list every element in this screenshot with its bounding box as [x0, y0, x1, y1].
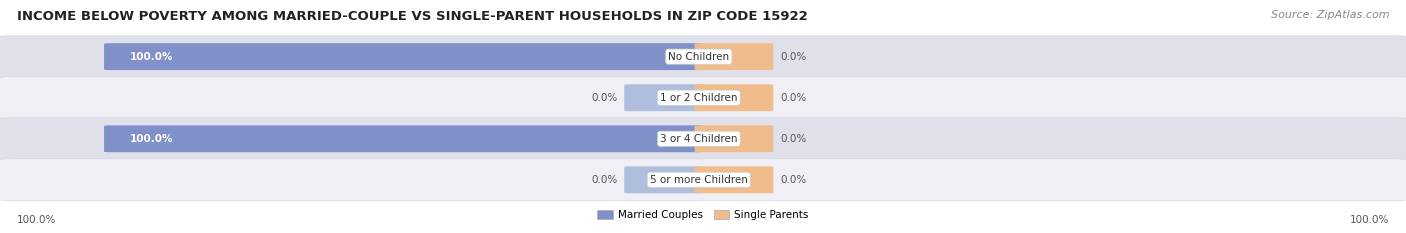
- Text: 5 or more Children: 5 or more Children: [650, 175, 748, 185]
- FancyBboxPatch shape: [695, 125, 773, 152]
- Text: 0.0%: 0.0%: [780, 175, 807, 185]
- Text: 100.0%: 100.0%: [129, 52, 173, 62]
- Text: No Children: No Children: [668, 52, 730, 62]
- FancyBboxPatch shape: [104, 43, 703, 70]
- Text: 1 or 2 Children: 1 or 2 Children: [659, 93, 738, 103]
- Text: 100.0%: 100.0%: [17, 215, 56, 225]
- Text: 0.0%: 0.0%: [780, 134, 807, 144]
- FancyBboxPatch shape: [624, 84, 703, 111]
- Text: 0.0%: 0.0%: [591, 93, 617, 103]
- FancyBboxPatch shape: [0, 159, 1406, 201]
- FancyBboxPatch shape: [104, 125, 703, 152]
- Text: 0.0%: 0.0%: [780, 52, 807, 62]
- Text: 0.0%: 0.0%: [591, 175, 617, 185]
- FancyBboxPatch shape: [695, 166, 773, 193]
- Text: 100.0%: 100.0%: [129, 134, 173, 144]
- Legend: Married Couples, Single Parents: Married Couples, Single Parents: [593, 206, 813, 224]
- Text: 3 or 4 Children: 3 or 4 Children: [659, 134, 738, 144]
- FancyBboxPatch shape: [0, 118, 1406, 160]
- Text: Source: ZipAtlas.com: Source: ZipAtlas.com: [1271, 10, 1389, 21]
- FancyBboxPatch shape: [0, 36, 1406, 78]
- Text: 0.0%: 0.0%: [780, 93, 807, 103]
- Text: INCOME BELOW POVERTY AMONG MARRIED-COUPLE VS SINGLE-PARENT HOUSEHOLDS IN ZIP COD: INCOME BELOW POVERTY AMONG MARRIED-COUPL…: [17, 10, 807, 24]
- FancyBboxPatch shape: [624, 166, 703, 193]
- FancyBboxPatch shape: [0, 77, 1406, 119]
- FancyBboxPatch shape: [695, 43, 773, 70]
- Text: 100.0%: 100.0%: [1350, 215, 1389, 225]
- FancyBboxPatch shape: [695, 84, 773, 111]
